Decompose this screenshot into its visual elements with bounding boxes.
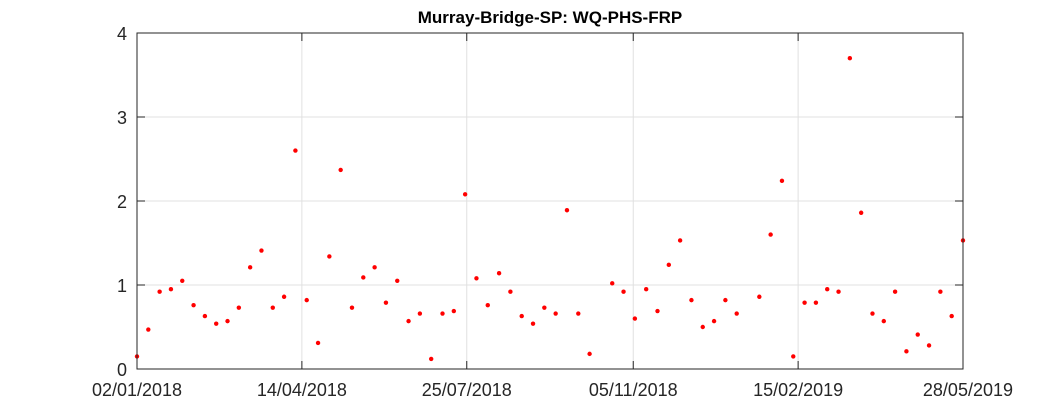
data-point xyxy=(440,311,445,316)
data-point xyxy=(836,289,841,294)
data-point xyxy=(496,271,502,276)
chart-title: Murray-Bridge-SP: WQ-PHS-FRP xyxy=(418,8,682,27)
data-point xyxy=(813,300,819,305)
data-point xyxy=(938,289,943,294)
x-tick-label: 05/11/2018 xyxy=(589,380,678,400)
data-point xyxy=(247,265,253,270)
data-point xyxy=(191,302,196,308)
data-points xyxy=(134,56,966,362)
x-tick-label: 28/05/2019 xyxy=(923,380,1013,400)
data-point xyxy=(892,289,898,294)
data-point xyxy=(587,351,592,357)
data-point xyxy=(451,308,457,314)
data-point xyxy=(779,178,785,184)
data-point xyxy=(530,321,536,326)
data-point xyxy=(485,302,490,308)
x-tick-labels: 02/01/2018 14/04/2018 25/07/2018 05/11/2018… xyxy=(92,380,1013,400)
y-tick-label: 4 xyxy=(117,24,127,44)
data-point xyxy=(168,287,174,292)
data-point xyxy=(677,238,683,243)
data-point xyxy=(576,311,581,316)
data-point xyxy=(349,305,355,310)
data-point xyxy=(802,300,807,305)
y-tick-label: 1 xyxy=(117,276,127,296)
data-point xyxy=(768,232,773,237)
data-point xyxy=(632,316,638,321)
data-point xyxy=(564,208,570,213)
data-point xyxy=(881,318,886,324)
x-tick-label: 14/04/2018 xyxy=(257,380,347,400)
data-point xyxy=(870,311,875,316)
data-point xyxy=(214,321,219,326)
data-point xyxy=(825,287,830,292)
data-point xyxy=(904,349,909,354)
data-point xyxy=(281,294,287,299)
data-point xyxy=(259,248,264,253)
grid-lines xyxy=(137,33,963,369)
data-point xyxy=(915,332,920,337)
data-point xyxy=(519,313,524,319)
data-point xyxy=(270,305,275,310)
data-point xyxy=(734,311,739,316)
data-point xyxy=(406,318,411,324)
data-point xyxy=(474,276,479,281)
data-point xyxy=(666,262,672,268)
data-point xyxy=(372,265,377,270)
data-point xyxy=(383,300,389,305)
data-point xyxy=(757,294,762,299)
y-tick-label: 0 xyxy=(117,360,127,380)
data-point xyxy=(689,297,694,303)
data-point xyxy=(327,254,332,259)
data-point xyxy=(146,327,151,332)
data-point xyxy=(621,289,626,294)
tick-marks xyxy=(136,32,964,370)
data-point xyxy=(361,275,366,280)
data-point xyxy=(711,318,717,324)
data-point xyxy=(157,289,162,294)
x-tick-label: 02/01/2018 xyxy=(92,380,182,400)
data-point xyxy=(700,324,705,330)
data-point xyxy=(655,308,660,314)
data-point xyxy=(293,148,298,153)
data-point xyxy=(542,305,547,310)
data-point xyxy=(949,313,954,319)
data-point xyxy=(236,305,242,310)
data-point xyxy=(428,356,434,362)
data-point xyxy=(508,289,513,294)
y-tick-label: 2 xyxy=(117,192,127,212)
x-tick-label: 15/02/2019 xyxy=(753,380,843,400)
y-tick-label: 3 xyxy=(117,108,127,128)
data-point xyxy=(553,311,558,316)
data-point xyxy=(202,313,208,319)
data-point xyxy=(791,354,796,359)
data-point xyxy=(847,56,853,61)
data-point xyxy=(926,343,932,348)
data-point xyxy=(858,210,864,215)
data-point xyxy=(723,297,728,303)
data-point xyxy=(304,297,309,303)
data-point xyxy=(338,167,343,173)
data-point xyxy=(225,318,230,324)
data-point xyxy=(395,278,400,283)
y-tick-labels: 0 1 2 3 4 xyxy=(117,24,127,380)
data-point xyxy=(417,311,423,316)
x-tick-label: 25/07/2018 xyxy=(422,380,512,400)
data-point xyxy=(610,281,615,286)
data-point xyxy=(180,278,185,283)
data-point xyxy=(315,340,321,346)
data-point xyxy=(462,192,468,197)
data-point xyxy=(643,287,649,292)
